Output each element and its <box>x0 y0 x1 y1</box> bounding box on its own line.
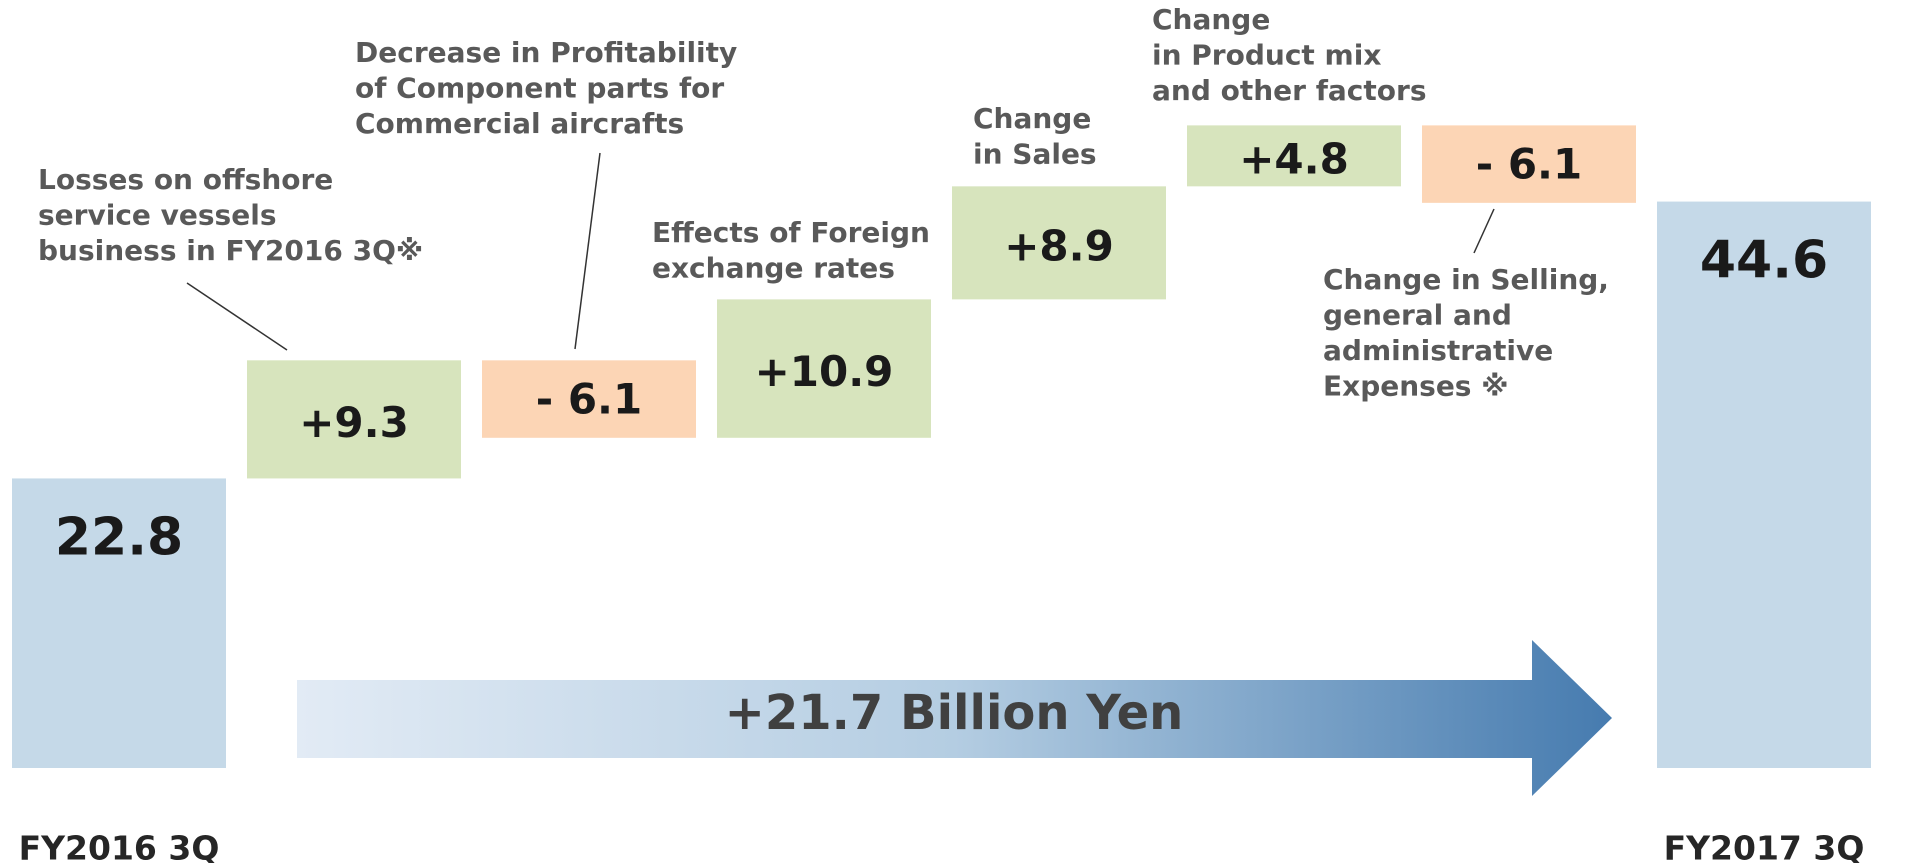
annotation: Losses on offshore <box>38 163 333 196</box>
bar <box>1422 125 1636 203</box>
value-label: +10.9 <box>755 347 894 396</box>
annotation: Decrease in Profitability <box>355 36 737 69</box>
annotation: Expenses ※ <box>1323 370 1508 403</box>
x-tick-label: FY2016 3Q <box>19 829 220 863</box>
value-label: - 6.1 <box>1476 140 1582 189</box>
annotation: and other factors <box>1152 74 1427 107</box>
annotation: of Component parts for <box>355 72 724 105</box>
annotation: Change <box>973 102 1091 135</box>
bar <box>1657 201 1871 768</box>
value-label: +9.3 <box>299 398 409 447</box>
annotation: Commercial aircrafts <box>355 107 684 140</box>
change-arrow <box>297 640 1612 796</box>
annotation: service vessels <box>38 199 276 232</box>
annotation: in Product mix <box>1152 39 1381 72</box>
bar <box>952 186 1166 300</box>
annotation: general and <box>1323 299 1512 332</box>
annotation: exchange rates <box>652 252 895 285</box>
leader-line <box>574 152 601 350</box>
value-label: - 6.1 <box>536 375 642 424</box>
annotation: business in FY2016 3Q※ <box>38 234 423 267</box>
bar <box>12 478 226 768</box>
bar <box>482 360 696 438</box>
leader-line <box>1473 208 1495 254</box>
value-label: 44.6 <box>1700 231 1828 291</box>
x-tick-label: FY2017 3Q <box>1664 829 1865 863</box>
annotation: administrative <box>1323 334 1553 367</box>
bar <box>1187 125 1401 187</box>
annotation: in Sales <box>973 138 1097 171</box>
annotation: Change <box>1152 3 1270 36</box>
value-label: +4.8 <box>1239 134 1349 183</box>
bar <box>717 299 931 438</box>
value-label: 22.8 <box>55 507 183 567</box>
annotation: Change in Selling, <box>1323 263 1609 296</box>
total-change-label: +21.7 Billion Yen <box>725 685 1184 741</box>
annotation: Effects of Foreign <box>652 216 930 249</box>
leader-line <box>186 282 288 351</box>
bar <box>247 360 461 479</box>
value-label: +8.9 <box>1004 221 1114 270</box>
